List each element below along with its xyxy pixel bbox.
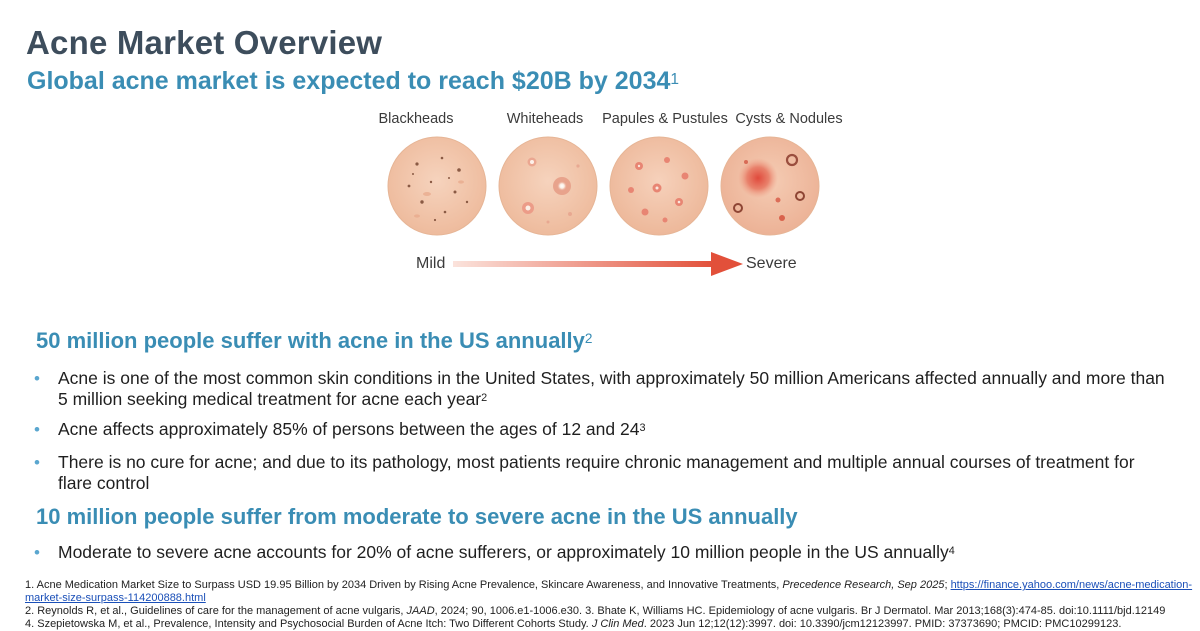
- list-item: Acne is one of the most common skin cond…: [34, 368, 1168, 410]
- blackheads-skin-icon: [387, 136, 487, 236]
- reference-4: 4. Szepietowska M, et al., Prevalence, I…: [25, 618, 1122, 630]
- page-subtitle: Global acne market is expected to reach …: [27, 67, 679, 95]
- stage-label-blackheads: Blackheads: [378, 111, 454, 127]
- section-heading-50-million: 50 million people suffer with acne in th…: [36, 328, 593, 353]
- severity-label-severe: Severe: [746, 255, 797, 272]
- section-heading-10-million: 10 million people suffer from moderate t…: [36, 504, 798, 529]
- reference-1-link[interactable]: https://finance.yahoo.com/news/acne-medi…: [25, 579, 1193, 604]
- list-item: There is no cure for acne; and due to it…: [34, 452, 1168, 494]
- papules-pustules-skin-icon: [609, 136, 709, 236]
- stage-label-papules: Papules & Pustules: [602, 111, 728, 127]
- reference-1: 1. Acne Medication Market Size to Surpas…: [25, 579, 1193, 604]
- page-title: Acne Market Overview: [26, 24, 383, 61]
- list-item: Moderate to severe acne accounts for 20%…: [34, 542, 1168, 563]
- reference-2-3: 2. Reynolds R, et al., Guidelines of car…: [25, 605, 1166, 617]
- cysts-nodules-skin-icon: [720, 136, 820, 236]
- stage-label-whiteheads: Whiteheads: [506, 111, 584, 127]
- stage-label-cysts: Cysts & Nodules: [735, 111, 843, 127]
- whiteheads-skin-icon: [498, 136, 598, 236]
- severity-label-mild: Mild: [416, 255, 446, 272]
- severity-arrow-icon: [453, 252, 743, 276]
- references: 1. Acne Medication Market Size to Surpas…: [25, 579, 1195, 631]
- list-item: Acne affects approximately 85% of person…: [34, 419, 1168, 440]
